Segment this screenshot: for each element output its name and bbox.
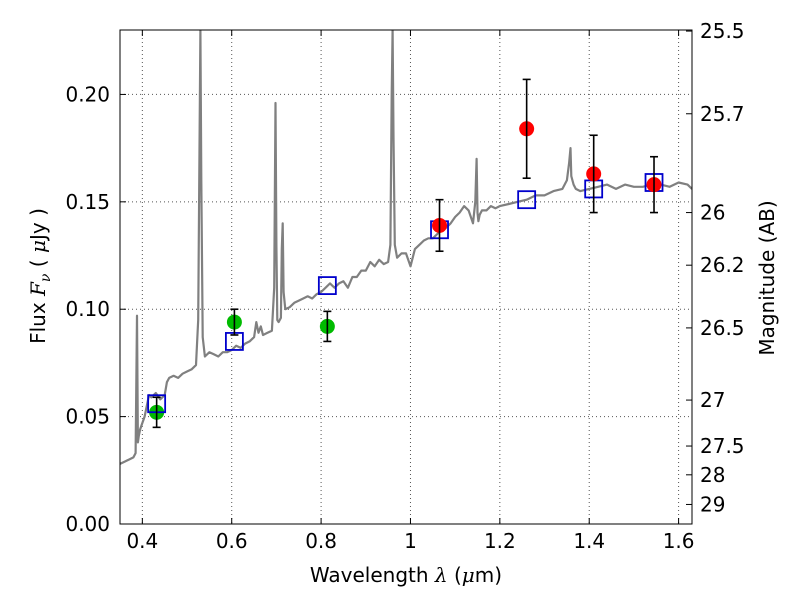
right-tick-label: 28 — [700, 463, 725, 487]
x-tick-label: 1.4 — [573, 529, 605, 553]
y-tick-label: 0.05 — [65, 405, 110, 429]
y-axis-label: Flux Fν ( μJy ) — [26, 208, 54, 344]
right-tick-label: 26.2 — [700, 253, 745, 277]
right-tick-label: 25.5 — [700, 19, 745, 43]
right-tick-label: 26 — [700, 201, 725, 225]
x-tick-label: 1.6 — [663, 529, 695, 553]
x-tick-label: 0.8 — [305, 529, 337, 553]
y-tick-label: 0.10 — [65, 297, 110, 321]
right-tick-label: 29 — [700, 492, 725, 516]
spectrum-layer — [120, 30, 692, 465]
right-tick-label: 27 — [700, 388, 725, 412]
model-square-point — [317, 276, 337, 295]
right-tick-label: 25.7 — [700, 102, 745, 126]
grid-lines — [120, 30, 692, 525]
y-tick-label: 0.20 — [65, 82, 110, 106]
right-tick-label: 26.5 — [700, 316, 745, 340]
right-axis-label: Magnitude (AB) — [755, 200, 779, 355]
x-axis-label: Wavelength λ (μm) — [310, 563, 502, 587]
axis-ticks: 0.4 0.6 0.8 1 1.2 1.4 1.6 0.00 0.05 0.10 0.15 0.20 2… — [65, 19, 744, 553]
model-square-point — [517, 190, 537, 210]
x-tick-label: 1 — [404, 529, 417, 553]
x-tick-label: 0.6 — [216, 529, 248, 553]
y-tick-label: 0.00 — [65, 512, 110, 536]
right-tick-label: 27.5 — [700, 434, 745, 458]
x-tick-label: 1.2 — [484, 529, 516, 553]
y-tick-label: 0.15 — [65, 190, 110, 214]
points-layer — [147, 78, 664, 429]
x-tick-label: 0.4 — [126, 529, 158, 553]
spectrum-line — [120, 30, 692, 465]
plot-frame — [119, 29, 693, 525]
